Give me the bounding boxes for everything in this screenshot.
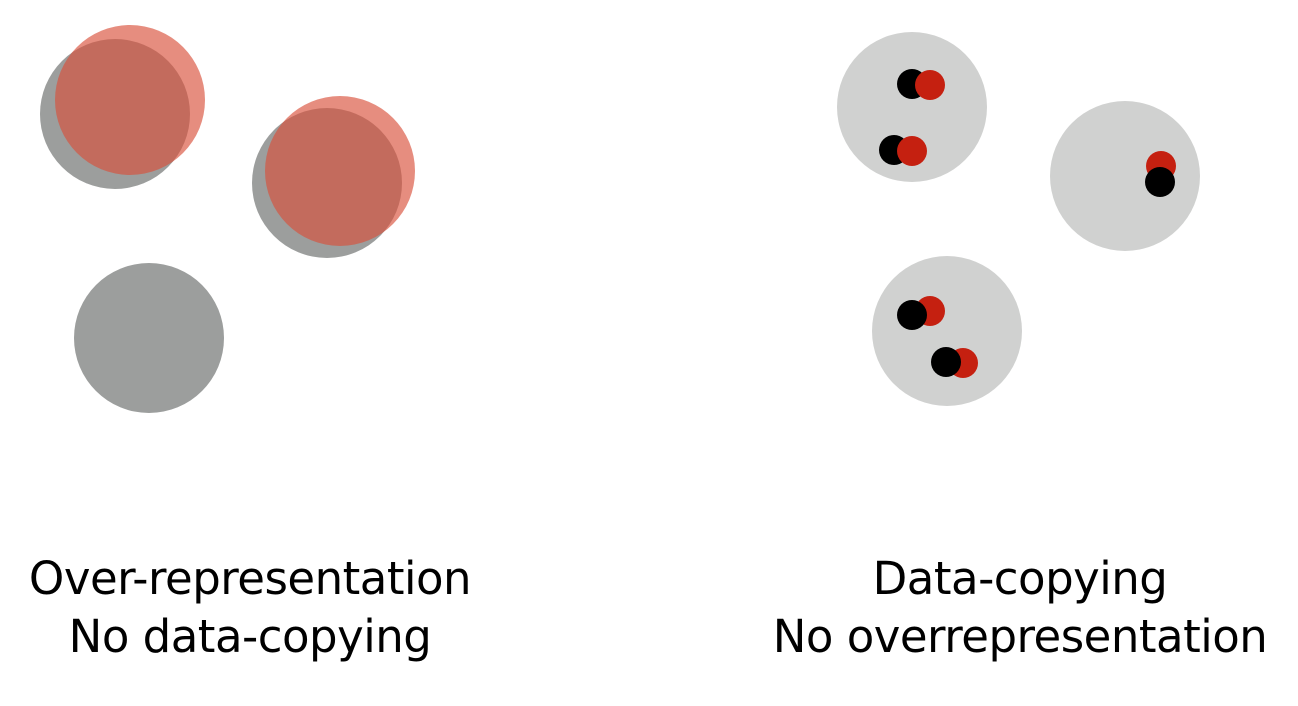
true-region-2 xyxy=(1050,101,1200,251)
true-region-3 xyxy=(74,263,224,413)
right-panel xyxy=(837,32,1200,406)
left-panel xyxy=(40,25,415,413)
training-point xyxy=(897,300,927,330)
copied-sample xyxy=(915,70,945,100)
training-point xyxy=(1145,167,1175,197)
left-caption-line1: Over-representation xyxy=(28,552,472,605)
generated-region-1 xyxy=(55,25,205,175)
generated-region-2 xyxy=(265,96,415,246)
right-caption: Data-copying No overrepresentation xyxy=(760,550,1280,666)
right-caption-line2: No overrepresentation xyxy=(772,610,1268,663)
true-region-3 xyxy=(872,256,1022,406)
left-caption: Over-representation No data-copying xyxy=(10,550,490,666)
left-caption-line2: No data-copying xyxy=(68,610,432,663)
right-caption-line1: Data-copying xyxy=(872,552,1168,605)
training-point xyxy=(931,347,961,377)
copied-sample xyxy=(897,136,927,166)
true-region-1 xyxy=(837,32,987,182)
